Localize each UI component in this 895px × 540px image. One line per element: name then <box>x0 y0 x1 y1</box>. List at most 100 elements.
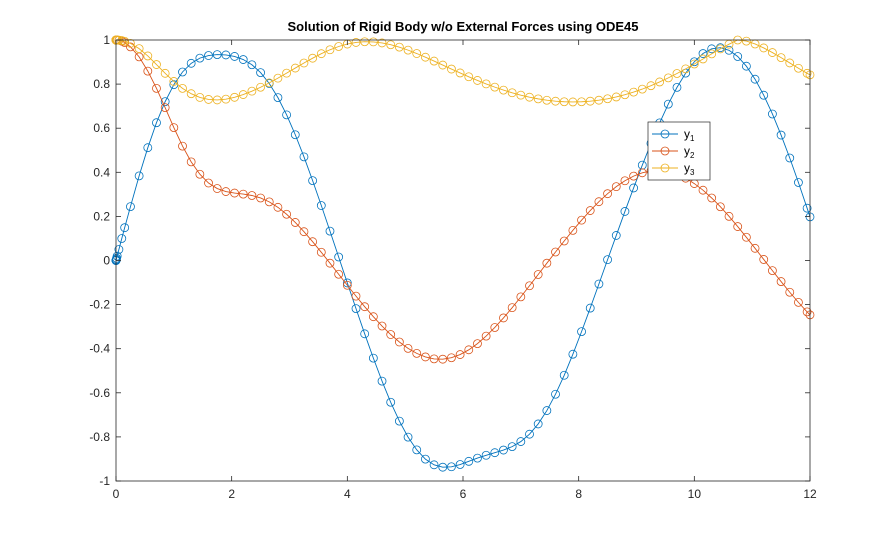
legend-label: y3 <box>684 161 695 177</box>
data-point-y1 <box>134 171 144 181</box>
data-point-y3 <box>186 89 196 99</box>
data-point-y2 <box>759 255 769 264</box>
x-tick-label: 4 <box>344 487 351 501</box>
data-point-y1 <box>325 226 335 236</box>
data-point-y3 <box>585 96 595 106</box>
x-tick-label: 10 <box>688 487 702 501</box>
data-point-y2 <box>342 280 352 290</box>
data-point-y1 <box>143 143 153 153</box>
x-tick-label: 2 <box>228 487 235 501</box>
data-point-y2 <box>421 352 430 362</box>
data-point-y1 <box>360 329 370 339</box>
data-point-y3 <box>568 97 578 107</box>
data-point-y2 <box>594 197 604 207</box>
y-axis: -1 -0.8 -0.6 -0.4 -0.2 0 0.2 0.4 0.6 0.8 1 <box>89 33 810 488</box>
data-point-y3 <box>663 73 673 83</box>
data-point-y1 <box>768 109 777 119</box>
data-point-y1 <box>594 279 604 289</box>
data-point-y1 <box>117 234 127 243</box>
data-point-y2 <box>750 243 760 253</box>
data-point-y3 <box>577 97 586 107</box>
data-point-y2 <box>308 237 318 247</box>
data-point-y2 <box>802 307 812 317</box>
data-point-y2 <box>169 123 179 132</box>
data-point-y3 <box>403 45 413 55</box>
data-point-y2 <box>507 303 517 313</box>
data-point-y1 <box>707 44 717 54</box>
data-point-y2 <box>447 353 456 363</box>
data-point-y3 <box>681 64 691 74</box>
data-point-y2 <box>629 171 639 181</box>
data-point-y3 <box>794 63 803 73</box>
data-point-y3 <box>334 42 344 51</box>
data-point-y1 <box>455 460 465 469</box>
data-point-y2 <box>334 269 344 279</box>
data-point-y1 <box>663 99 673 109</box>
data-point-y2 <box>481 331 491 341</box>
data-point-y3 <box>360 37 370 47</box>
data-point-y1 <box>186 58 196 68</box>
data-point-y2 <box>325 258 335 268</box>
data-point-y1 <box>542 406 552 415</box>
data-point-y2 <box>143 66 153 76</box>
data-point-y3 <box>776 53 786 63</box>
data-point-y2 <box>360 302 370 312</box>
data-point-y3 <box>715 44 725 54</box>
data-point-y1 <box>282 110 292 120</box>
data-point-y3 <box>768 48 777 57</box>
data-point-y2 <box>290 218 300 227</box>
data-point-y1 <box>403 432 413 442</box>
data-point-y1 <box>785 153 795 163</box>
data-point-y3 <box>238 90 248 99</box>
data-point-y1 <box>308 176 318 186</box>
data-point-y1 <box>776 130 786 140</box>
legend-entry-y1: y1 <box>652 127 695 143</box>
data-point-y3 <box>559 97 569 107</box>
data-point-y3 <box>221 94 231 104</box>
data-point-y3 <box>117 36 127 45</box>
data-point-y2 <box>273 202 283 212</box>
data-point-y2 <box>412 348 422 358</box>
data-point-y3 <box>551 96 560 106</box>
data-point-y2 <box>264 197 274 207</box>
x-tick-label: 6 <box>460 487 467 501</box>
x-tick-label: 8 <box>575 487 582 501</box>
data-point-y1 <box>759 90 769 100</box>
data-point-y2 <box>394 337 404 347</box>
data-point-y1 <box>698 49 708 58</box>
data-point-y2 <box>212 184 222 193</box>
data-point-y2 <box>368 312 378 322</box>
data-point-y3 <box>316 49 326 59</box>
x-tick-label: 0 <box>113 487 120 501</box>
data-point-y1 <box>525 429 534 439</box>
data-point-y1 <box>368 353 378 363</box>
data-point-y1 <box>733 52 743 61</box>
data-point-y1 <box>516 437 526 446</box>
data-point-y3 <box>490 82 500 92</box>
data-point-y1 <box>577 327 586 337</box>
data-point-y1 <box>464 456 474 466</box>
data-point-y1 <box>473 453 482 463</box>
data-point-y3 <box>368 37 378 47</box>
data-point-y1 <box>568 349 578 359</box>
data-point-y1 <box>204 51 213 60</box>
data-point-y2 <box>247 191 257 200</box>
data-point-y3 <box>759 43 769 53</box>
data-point-y3 <box>212 95 222 105</box>
data-point-y3 <box>525 92 534 102</box>
data-point-y1 <box>620 207 630 216</box>
data-point-y2 <box>429 354 439 364</box>
data-point-y3 <box>429 56 439 66</box>
data-point-y3 <box>611 92 621 102</box>
data-point-y2 <box>542 258 552 268</box>
data-point-y1 <box>794 178 803 187</box>
data-point-y3 <box>672 69 682 78</box>
data-point-y3 <box>594 95 604 105</box>
data-point-y2 <box>221 187 231 196</box>
data-point-y1 <box>507 442 517 452</box>
data-point-y3 <box>741 36 751 46</box>
data-point-y3 <box>412 49 422 58</box>
data-point-y1 <box>386 397 396 407</box>
data-point-y2 <box>585 206 595 215</box>
legend-entry-y3: y3 <box>652 161 695 177</box>
